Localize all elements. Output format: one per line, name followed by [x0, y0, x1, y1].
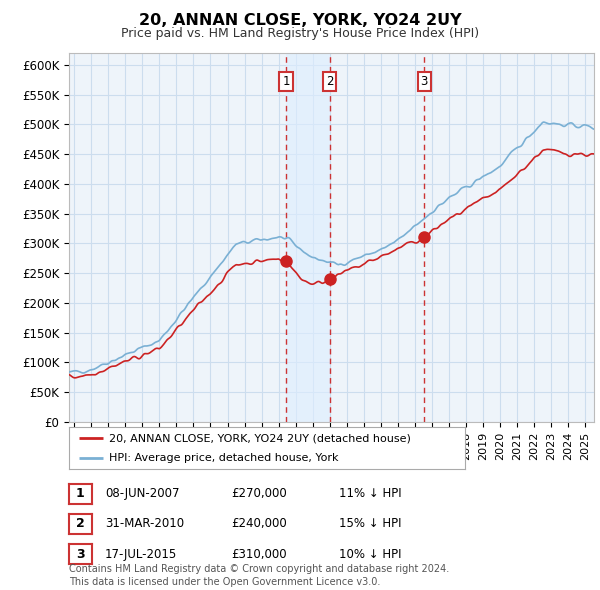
Text: 2: 2 [326, 75, 334, 88]
Text: £310,000: £310,000 [231, 548, 287, 560]
Text: 3: 3 [76, 548, 85, 560]
Text: 08-JUN-2007: 08-JUN-2007 [105, 487, 179, 500]
Bar [286, 53, 330, 422]
Text: HPI: Average price, detached house, York: HPI: Average price, detached house, York [109, 453, 338, 463]
Text: 2: 2 [76, 517, 85, 530]
Text: 17-JUL-2015: 17-JUL-2015 [105, 548, 177, 560]
Text: 15% ↓ HPI: 15% ↓ HPI [339, 517, 401, 530]
Text: 31-MAR-2010: 31-MAR-2010 [105, 517, 184, 530]
Text: 20, ANNAN CLOSE, YORK, YO24 2UY: 20, ANNAN CLOSE, YORK, YO24 2UY [139, 13, 461, 28]
Text: Contains HM Land Registry data © Crown copyright and database right 2024.
This d: Contains HM Land Registry data © Crown c… [69, 564, 449, 587]
Text: £270,000: £270,000 [231, 487, 287, 500]
Text: £240,000: £240,000 [231, 517, 287, 530]
Text: 1: 1 [283, 75, 290, 88]
Text: 3: 3 [421, 75, 428, 88]
Text: 10% ↓ HPI: 10% ↓ HPI [339, 548, 401, 560]
Text: 1: 1 [76, 487, 85, 500]
Text: 11% ↓ HPI: 11% ↓ HPI [339, 487, 401, 500]
Text: Price paid vs. HM Land Registry's House Price Index (HPI): Price paid vs. HM Land Registry's House … [121, 27, 479, 40]
Text: 20, ANNAN CLOSE, YORK, YO24 2UY (detached house): 20, ANNAN CLOSE, YORK, YO24 2UY (detache… [109, 433, 410, 443]
